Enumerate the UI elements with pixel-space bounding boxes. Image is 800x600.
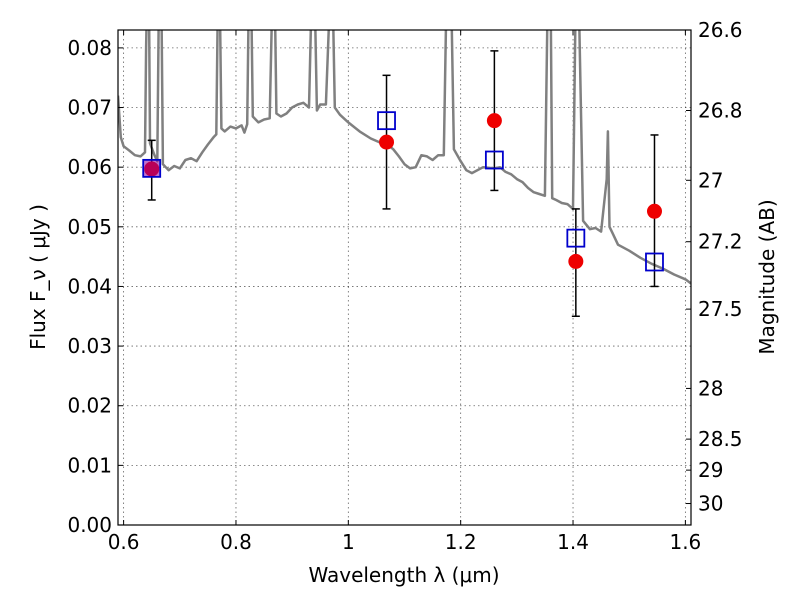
x-axis-ticks: 0.6 0.8 1 1.2 1.4 1.6 — [108, 30, 701, 554]
x-tick-label: 1 — [342, 530, 355, 554]
grid — [118, 30, 691, 525]
y-tick-label: 0.01 — [67, 453, 112, 477]
model-sed-line — [118, 30, 691, 285]
right-tick-label: 28.5 — [698, 427, 743, 451]
right-tick-label: 27.5 — [698, 297, 743, 321]
right-tick-label: 26.6 — [698, 18, 743, 42]
y-tick-label: 0.03 — [67, 334, 112, 358]
right-tick-label: 29 — [698, 458, 723, 482]
model-point — [484, 150, 504, 170]
right-tick-label: 27 — [698, 168, 723, 192]
observed-point — [646, 203, 662, 219]
model-point — [142, 158, 162, 178]
x-tick-label: 1.4 — [557, 530, 589, 554]
plot-frame — [117, 29, 692, 526]
model-point — [377, 111, 396, 131]
x-tick-label: 0.6 — [108, 530, 140, 554]
observed-point — [568, 253, 584, 269]
observed-point — [379, 134, 395, 150]
x-tick-label: 0.8 — [220, 530, 252, 554]
y-tick-label: 0.07 — [67, 96, 112, 120]
model-point — [645, 252, 664, 272]
right-axis-label: Magnitude (AB) — [755, 199, 779, 354]
right-tick-label: 30 — [698, 492, 723, 516]
right-tick-label: 26.8 — [698, 99, 743, 123]
x-tick-label: 1.6 — [669, 530, 701, 554]
right-tick-label: 28 — [698, 376, 723, 400]
y-tick-label: 0.02 — [67, 394, 112, 418]
model-sed-layer — [118, 30, 691, 285]
y-tick-label: 0.04 — [67, 274, 112, 298]
y-axis-ticks: 0.00 0.01 0.02 0.03 0.04 0.05 0.06 0.07 0.08 — [67, 36, 123, 537]
y-tick-label: 0.00 — [67, 513, 112, 537]
y-tick-label: 0.06 — [67, 155, 112, 179]
right-tick-label: 27.2 — [698, 230, 743, 254]
model-points — [142, 111, 664, 272]
model-point — [566, 228, 586, 248]
y-tick-label: 0.08 — [67, 36, 112, 60]
y-axis-label: Flux F_ν ( μJy ) — [26, 204, 50, 350]
x-axis-label: Wavelength λ (μm) — [308, 563, 499, 587]
x-tick-label: 1.2 — [445, 530, 477, 554]
observed-point — [486, 113, 502, 129]
right-axis-ticks: 26.6 26.8 27 27.2 27.5 28 28.5 29 30 — [686, 18, 743, 516]
y-tick-label: 0.05 — [67, 215, 112, 239]
